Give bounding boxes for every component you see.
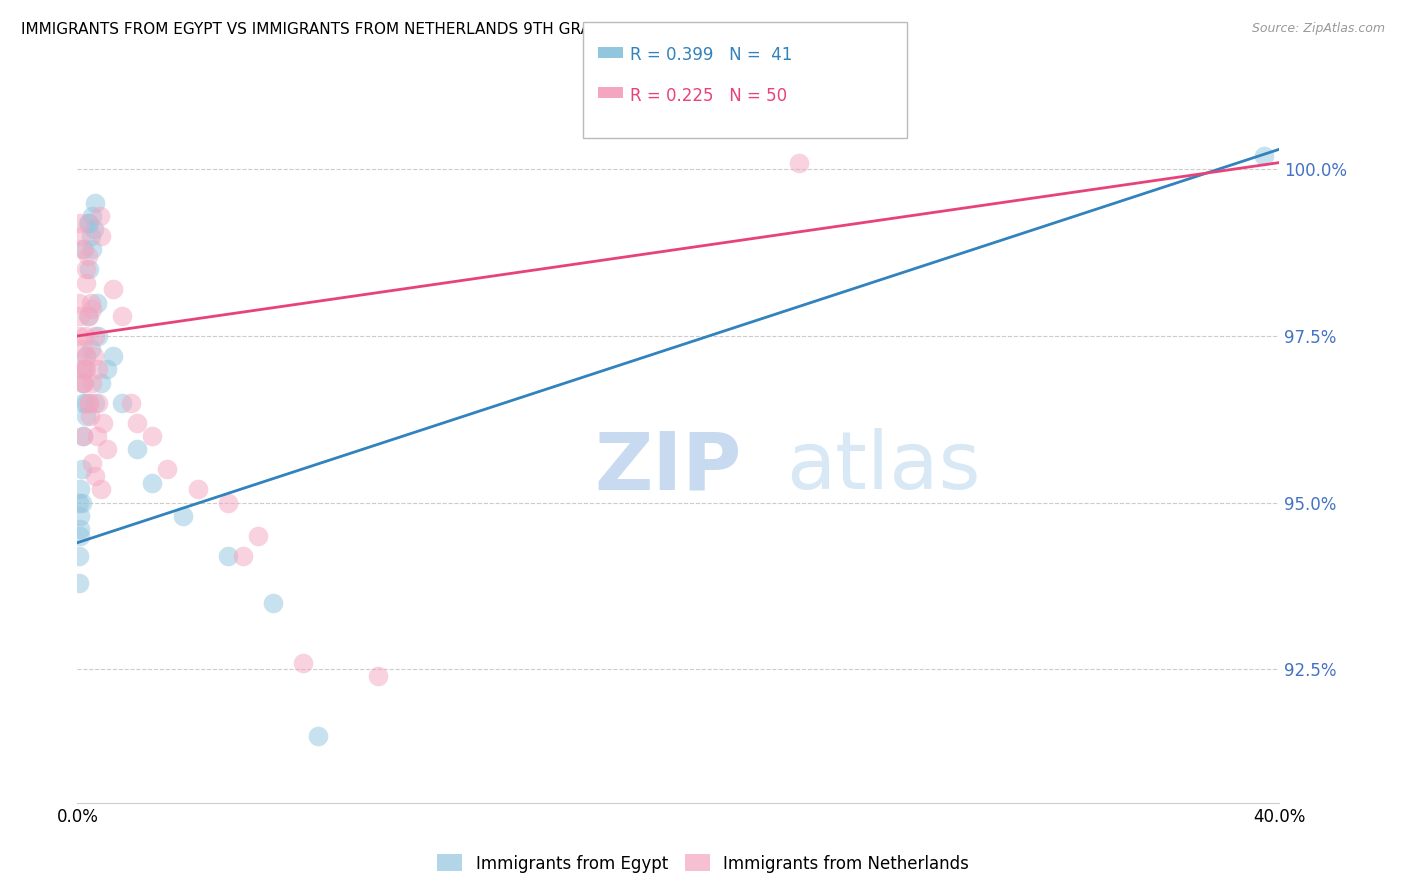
Point bbox=[72, 429, 94, 443]
Point bbox=[75, 262, 97, 277]
Point bbox=[89, 209, 111, 223]
Point bbox=[217, 496, 239, 510]
Point bbox=[787, 155, 810, 169]
Point bbox=[79, 409, 101, 423]
Point bbox=[79, 262, 101, 277]
Point bbox=[87, 329, 110, 343]
Point bbox=[111, 309, 134, 323]
Point bbox=[141, 429, 163, 443]
Point bbox=[79, 395, 101, 409]
Point bbox=[70, 496, 93, 510]
Point bbox=[75, 409, 97, 423]
Point bbox=[73, 376, 96, 390]
Point bbox=[83, 349, 105, 363]
Point bbox=[96, 442, 118, 457]
Point bbox=[217, 549, 239, 563]
Point bbox=[82, 456, 104, 470]
Point bbox=[69, 522, 91, 536]
Point bbox=[69, 529, 91, 543]
Text: ZIP: ZIP bbox=[595, 428, 741, 507]
Point bbox=[67, 295, 90, 310]
Point bbox=[69, 309, 91, 323]
Legend: Immigrants from Egypt, Immigrants from Netherlands: Immigrants from Egypt, Immigrants from N… bbox=[430, 847, 976, 880]
Point bbox=[75, 395, 97, 409]
Point bbox=[262, 596, 284, 610]
Point bbox=[103, 282, 125, 296]
Point bbox=[90, 376, 112, 390]
Point bbox=[111, 395, 134, 409]
Point bbox=[82, 242, 104, 256]
Point bbox=[84, 469, 107, 483]
Point bbox=[72, 395, 94, 409]
Point bbox=[75, 362, 97, 376]
Point bbox=[1253, 149, 1275, 163]
Point bbox=[80, 343, 103, 357]
Point bbox=[82, 302, 104, 317]
Point bbox=[84, 195, 107, 210]
Point bbox=[77, 309, 100, 323]
Point bbox=[72, 429, 94, 443]
Point bbox=[187, 483, 209, 497]
Point bbox=[70, 228, 93, 243]
Point bbox=[120, 395, 142, 409]
Point bbox=[72, 376, 94, 390]
Point bbox=[172, 509, 194, 524]
Point bbox=[96, 362, 118, 376]
Text: R = 0.225   N = 50: R = 0.225 N = 50 bbox=[630, 87, 787, 104]
Point bbox=[127, 416, 149, 430]
Point bbox=[84, 395, 107, 409]
Point bbox=[246, 529, 269, 543]
Point bbox=[70, 242, 93, 256]
Point bbox=[141, 475, 163, 490]
Point bbox=[83, 222, 105, 236]
Text: atlas: atlas bbox=[786, 428, 981, 507]
Text: Source: ZipAtlas.com: Source: ZipAtlas.com bbox=[1251, 22, 1385, 36]
Point bbox=[80, 228, 103, 243]
Point bbox=[91, 416, 114, 430]
Point bbox=[87, 362, 110, 376]
Point bbox=[127, 442, 149, 457]
Point bbox=[79, 395, 101, 409]
Point bbox=[67, 575, 90, 590]
Point bbox=[90, 483, 112, 497]
Point bbox=[291, 656, 314, 670]
Point bbox=[73, 242, 96, 256]
Point bbox=[80, 295, 103, 310]
Point bbox=[72, 376, 94, 390]
Point bbox=[70, 362, 93, 376]
Point bbox=[76, 216, 98, 230]
Point bbox=[76, 249, 98, 263]
Point bbox=[67, 496, 90, 510]
Point bbox=[75, 349, 97, 363]
Point bbox=[103, 349, 125, 363]
Point bbox=[86, 295, 108, 310]
Point bbox=[75, 276, 97, 290]
Point bbox=[156, 462, 179, 476]
Point bbox=[232, 549, 254, 563]
Text: IMMIGRANTS FROM EGYPT VS IMMIGRANTS FROM NETHERLANDS 9TH GRADE CORRELATION CHART: IMMIGRANTS FROM EGYPT VS IMMIGRANTS FROM… bbox=[21, 22, 782, 37]
Point bbox=[75, 349, 97, 363]
Point bbox=[76, 309, 98, 323]
Point bbox=[69, 509, 91, 524]
Point bbox=[70, 462, 93, 476]
Point bbox=[72, 362, 94, 376]
Point bbox=[82, 376, 104, 390]
Point bbox=[367, 669, 389, 683]
Point bbox=[73, 362, 96, 376]
Point bbox=[79, 216, 101, 230]
Point bbox=[69, 216, 91, 230]
Point bbox=[72, 343, 94, 357]
Point bbox=[67, 549, 90, 563]
Text: R = 0.399   N =  41: R = 0.399 N = 41 bbox=[630, 46, 792, 64]
Point bbox=[307, 729, 329, 743]
Point bbox=[67, 329, 90, 343]
Point bbox=[84, 329, 107, 343]
Point bbox=[73, 329, 96, 343]
Point bbox=[87, 395, 110, 409]
Point bbox=[82, 209, 104, 223]
Point bbox=[90, 228, 112, 243]
Point bbox=[86, 429, 108, 443]
Point bbox=[69, 483, 91, 497]
